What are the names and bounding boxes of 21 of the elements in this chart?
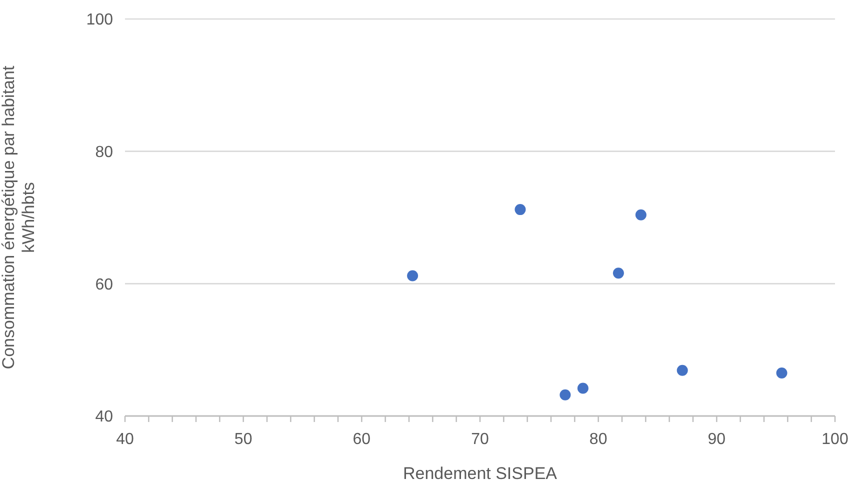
x-tick-label: 80	[589, 431, 608, 448]
x-tick-label: 40	[116, 431, 134, 448]
x-axis-title: Rendement SISPEA	[402, 464, 558, 483]
x-tick-label: 90	[708, 431, 726, 448]
x-tick-label: 50	[234, 431, 252, 448]
point	[635, 209, 646, 220]
point	[676, 364, 688, 376]
point	[577, 382, 588, 394]
point	[407, 270, 418, 282]
y-tick-label: 60	[95, 276, 114, 294]
x-tick-label: 60	[352, 431, 371, 448]
point	[776, 367, 788, 378]
y-tick-label: 80	[95, 144, 114, 161]
y-tick-label: 40	[95, 408, 114, 426]
point	[560, 389, 571, 400]
point	[612, 268, 624, 279]
x-tick-label: 70	[471, 431, 489, 448]
y-axis-title: Consommation énergétique par habitant kWh/hbts	[0, 66, 38, 370]
x-tick-label: 100	[822, 431, 848, 448]
point	[514, 204, 526, 216]
y-tick-label: 100	[86, 12, 114, 29]
